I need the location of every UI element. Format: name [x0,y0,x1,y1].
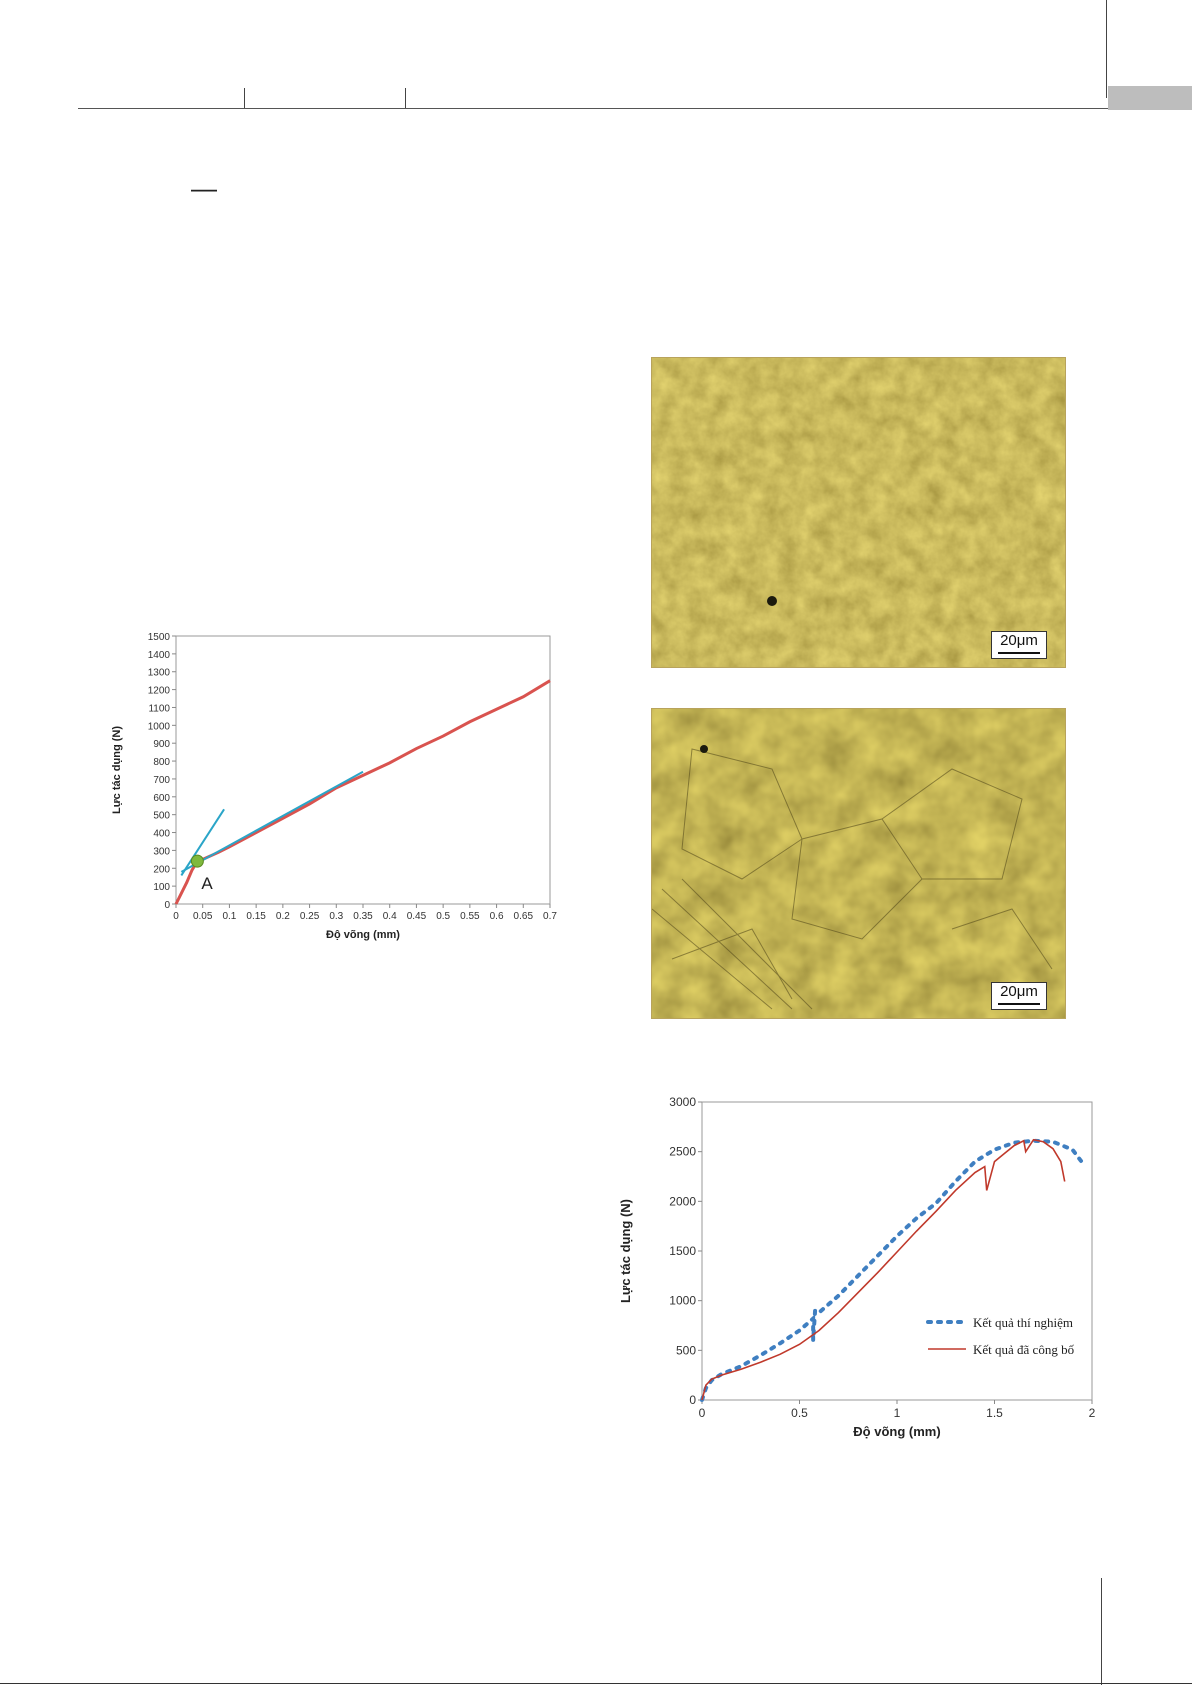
x-axis-label: Độ võng (mm) [326,929,400,941]
y-tick-label: 1200 [148,686,171,697]
y-tick-label: 600 [153,793,170,804]
micrograph-top: 20μm [651,357,1066,668]
footer-rule [0,1683,1192,1684]
x-tick-label: 0.4 [383,911,397,922]
y-tick-label: 100 [153,882,170,893]
y-tick-label: 1400 [148,650,171,661]
x-tick-label: 0 [173,911,179,922]
x-tick-label: 0.45 [407,911,427,922]
tangent-line [180,808,225,876]
y-tick-label: 700 [153,775,170,786]
x-tick-label: 0.5 [791,1406,808,1420]
x-tick-label: 0 [699,1406,706,1420]
load-curve [174,679,551,905]
tangent-line [180,770,364,873]
x-tick-label: 0.1 [222,911,236,922]
scale-bar-label: 20μm [991,631,1047,659]
x-tick-label: 0.7 [543,911,557,922]
legend-label: Kết quả đã công bố [973,1342,1075,1357]
scale-bar-label: 20μm [991,982,1047,1010]
x-tick-label: 1.5 [986,1406,1003,1420]
y-tick-label: 1500 [669,1244,696,1258]
x-tick-label: 0.25 [300,911,320,922]
margin-rule-bottom [1101,1578,1102,1685]
header-rule [78,108,1108,109]
plot-area [175,635,551,905]
header-tab [1108,86,1192,110]
point-a-label: A [201,874,213,893]
x-tick-label: 0.35 [353,911,373,922]
x-tick-label: 0.65 [514,911,534,922]
margin-rule-top [1106,0,1107,98]
y-axis-label: Lực tác dụng (N) [111,726,123,814]
micrograph-bottom: 20μm [651,708,1066,1019]
load-deflection-chart-comparison: 0 500 1000 1500 2000 2500 3000 0 0.5 1 1.5 2 Độ võng… [618,1095,1096,1439]
point-a-marker [190,854,204,868]
x-tick-label: 2 [1089,1406,1096,1420]
y-tick-label: 300 [153,846,170,857]
y-tick-label: 2500 [669,1145,696,1159]
header-divider-2 [405,88,406,108]
pore-dot [700,745,708,753]
published-series [701,1138,1066,1401]
experimental-series [700,1138,1085,1402]
x-tick-label: 0.5 [436,911,450,922]
x-tick-label: 0.05 [193,911,213,922]
pore-dot [767,596,777,606]
x-tick-label: 0.6 [490,911,504,922]
y-tick-label: 0 [689,1393,696,1407]
y-tick-label: 900 [153,739,170,750]
header-divider-1 [244,88,245,108]
x-tick-label: 0.55 [460,911,480,922]
y-tick-label: 500 [676,1343,696,1357]
y-tick-label: 1000 [148,721,171,732]
y-tick-label: 1000 [669,1294,696,1308]
y-tick-label: 200 [153,864,170,875]
y-tick-label: 3000 [669,1095,696,1109]
y-tick-label: 1100 [148,703,170,714]
x-axis-label: Độ võng (mm) [853,1424,940,1439]
y-tick-label: 500 [153,811,170,822]
y-tick-label: 1500 [148,632,171,643]
corner-mark: — [191,173,217,203]
y-tick-label: 0 [164,900,170,911]
x-tick-label: 0.2 [276,911,290,922]
x-tick-label: 0.15 [246,911,266,922]
legend-label: Kết quả thí nghiệm [973,1315,1073,1330]
y-axis-label: Lực tác dụng (N) [618,1199,633,1303]
y-tick-label: 1300 [148,668,171,679]
load-deflection-chart-small: 0 100 200 300 400 500 600 700 800 900 1000 1100 1200… [111,632,557,941]
x-tick-label: 0.3 [329,911,343,922]
y-tick-label: 400 [153,829,170,840]
y-tick-label: 800 [153,757,170,768]
y-tick-label: 2000 [669,1194,696,1208]
x-tick-label: 1 [894,1406,901,1420]
